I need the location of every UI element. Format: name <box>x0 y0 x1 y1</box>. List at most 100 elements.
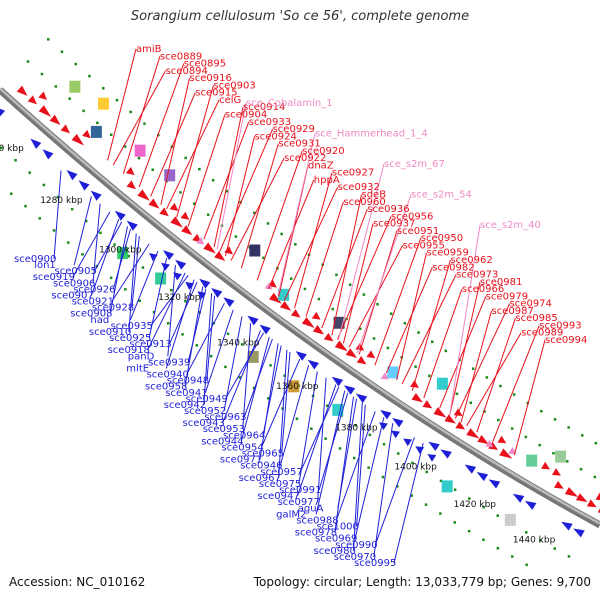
track-tick <box>224 365 227 369</box>
track-tick <box>193 202 196 205</box>
feature-block <box>155 272 167 285</box>
gene-label: sce0979 <box>486 291 528 302</box>
track-tick <box>123 145 127 148</box>
track-tick <box>381 475 385 479</box>
forward-gene-arrow <box>554 480 564 489</box>
forward-gene-arrow <box>586 499 597 508</box>
kbp-label: 1360 kbp <box>276 382 319 392</box>
track-tick <box>85 219 88 223</box>
reverse-gene-arrow <box>114 210 126 221</box>
track-tick <box>359 327 362 330</box>
gene-label: aguA <box>298 503 324 514</box>
track-tick <box>52 229 56 232</box>
track-tick <box>38 217 41 220</box>
forward-gene-arrow <box>411 392 423 403</box>
forward-gene-arrow <box>279 300 292 311</box>
kbp-label: 1340 kbp <box>217 338 260 348</box>
track-tick <box>324 437 327 440</box>
track-tick <box>353 456 356 460</box>
forward-gene-arrow <box>488 441 498 450</box>
gene-label: sce0963 <box>204 412 246 423</box>
reverse-gene-arrow <box>30 138 42 149</box>
track-tick <box>124 288 127 291</box>
track-tick <box>167 322 170 325</box>
track-tick <box>331 307 334 311</box>
track-tick <box>14 159 17 162</box>
kbp-label: 1440 kbp <box>513 536 556 546</box>
leader-line <box>222 330 262 424</box>
leader-line <box>90 219 120 296</box>
gene-label: sce0935 <box>111 321 153 332</box>
track-tick <box>26 60 30 63</box>
track-tick <box>338 447 342 450</box>
forward-gene-arrow <box>170 216 183 228</box>
gene-label: sce0988 <box>296 515 338 526</box>
reverse-gene-arrow <box>197 291 207 300</box>
leader-line <box>109 226 128 314</box>
track-tick <box>67 241 70 244</box>
gene-label: sce0959 <box>427 248 469 259</box>
kbp-label: 1420 kbp <box>454 500 497 510</box>
track-tick <box>129 110 132 114</box>
gene-label: sce0975 <box>259 479 301 490</box>
gene-label: sce0920 <box>302 146 344 157</box>
leader-line <box>131 236 140 308</box>
forward-gene-arrow <box>311 311 321 320</box>
forward-gene-arrow <box>137 189 150 201</box>
track-tick <box>567 555 571 558</box>
track-tick <box>262 256 265 260</box>
gene-label: sce0929 <box>273 124 315 135</box>
leader-line <box>373 423 394 557</box>
track-tick <box>376 303 379 306</box>
track-tick <box>195 344 199 347</box>
track-tick <box>269 364 272 367</box>
track-tick <box>367 466 370 469</box>
track-tick <box>439 512 442 515</box>
track-tick <box>110 133 113 136</box>
track-tick <box>266 222 270 225</box>
track-tick <box>510 427 514 430</box>
forward-gene-arrow <box>433 407 447 418</box>
track-tick <box>109 276 113 280</box>
gene-label: sce0981 <box>480 277 522 288</box>
track-tick <box>540 410 543 413</box>
track-tick <box>24 204 27 208</box>
feature-block <box>134 144 146 157</box>
track-tick <box>60 50 64 53</box>
track-tick <box>483 410 486 413</box>
reverse-gene-arrow <box>379 422 388 431</box>
gene-label: sce0921 <box>72 297 114 308</box>
gene-label: sce0915 <box>195 88 237 99</box>
gene-label: sce0936 <box>367 204 409 215</box>
leader-line <box>342 223 374 344</box>
track-tick <box>225 190 229 193</box>
gene-label: sce0982 <box>432 262 474 273</box>
reverse-gene-arrow <box>331 376 344 387</box>
leader-line <box>176 85 214 218</box>
leader-line <box>278 349 288 478</box>
gene-label: sce0965 <box>242 449 284 460</box>
leader-line <box>385 267 433 374</box>
track-tick <box>303 287 307 291</box>
track-tick <box>280 232 283 236</box>
track-tick <box>552 452 555 455</box>
leader-line <box>283 186 339 301</box>
feature-block <box>90 125 102 138</box>
track-tick <box>82 109 85 113</box>
reverse-gene-arrow <box>185 281 195 290</box>
gene-label: sce0989 <box>521 328 563 339</box>
track-tick <box>240 343 244 346</box>
track-tick <box>181 333 184 336</box>
track-tick <box>317 297 321 301</box>
forward-gene-arrow <box>541 461 551 470</box>
gene-label: sce0925 <box>109 333 151 344</box>
forward-gene-arrow <box>169 202 179 212</box>
feature-block <box>333 316 345 329</box>
track-tick <box>206 213 210 216</box>
gene-label: sce0908 <box>70 309 112 320</box>
track-tick <box>348 283 352 286</box>
gene-label: sdeB <box>362 190 387 201</box>
track-tick <box>88 74 91 78</box>
feature-tracks <box>0 38 600 567</box>
track-tick <box>326 404 329 407</box>
